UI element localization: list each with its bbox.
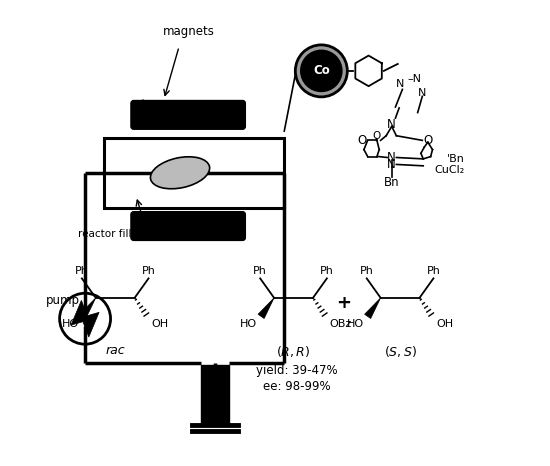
Text: CuCl₂: CuCl₂ bbox=[435, 165, 465, 176]
Polygon shape bbox=[81, 312, 99, 337]
Text: magnets: magnets bbox=[163, 25, 215, 38]
Text: Ph: Ph bbox=[320, 266, 334, 276]
Text: reactor filled with nanomagnets: reactor filled with nanomagnets bbox=[78, 229, 245, 240]
Polygon shape bbox=[258, 298, 274, 318]
Text: Co: Co bbox=[313, 64, 329, 77]
Text: –N: –N bbox=[407, 74, 421, 84]
Text: Ph: Ph bbox=[253, 266, 267, 276]
Bar bbox=[201, 365, 229, 425]
Text: HO: HO bbox=[240, 319, 257, 329]
Bar bbox=[103, 138, 284, 207]
Ellipse shape bbox=[150, 157, 210, 189]
Text: yield: 39-47%: yield: 39-47% bbox=[256, 363, 338, 377]
Text: rac: rac bbox=[106, 344, 125, 357]
Text: O: O bbox=[373, 131, 381, 141]
Text: OBz: OBz bbox=[329, 319, 352, 329]
Text: HO: HO bbox=[347, 319, 364, 329]
Text: ee: 98-99%: ee: 98-99% bbox=[263, 380, 331, 393]
Text: OH: OH bbox=[151, 319, 168, 329]
Polygon shape bbox=[365, 298, 381, 318]
Text: N: N bbox=[418, 88, 426, 98]
Text: Ph: Ph bbox=[75, 266, 89, 276]
Text: $(S,S)$: $(S,S)$ bbox=[383, 344, 416, 359]
FancyBboxPatch shape bbox=[131, 101, 245, 129]
Text: N: N bbox=[396, 79, 404, 89]
Text: Ph: Ph bbox=[141, 266, 156, 276]
Text: 'Bn: 'Bn bbox=[447, 154, 464, 164]
Text: N: N bbox=[387, 117, 396, 130]
Text: Ph: Ph bbox=[360, 266, 373, 276]
Text: N: N bbox=[387, 151, 396, 164]
Polygon shape bbox=[80, 298, 96, 318]
Circle shape bbox=[295, 45, 347, 97]
Text: O: O bbox=[424, 134, 432, 147]
Text: HO: HO bbox=[62, 319, 79, 329]
Text: Bn: Bn bbox=[384, 177, 399, 190]
Polygon shape bbox=[71, 301, 89, 325]
Text: O: O bbox=[358, 134, 367, 147]
FancyBboxPatch shape bbox=[131, 212, 245, 240]
Text: +: + bbox=[336, 295, 351, 312]
Text: $(R,R)$: $(R,R)$ bbox=[276, 344, 311, 359]
Text: Ph: Ph bbox=[426, 266, 441, 276]
Text: OH: OH bbox=[436, 319, 453, 329]
Circle shape bbox=[300, 49, 343, 92]
Text: pump: pump bbox=[46, 294, 80, 307]
Text: N: N bbox=[387, 158, 396, 171]
